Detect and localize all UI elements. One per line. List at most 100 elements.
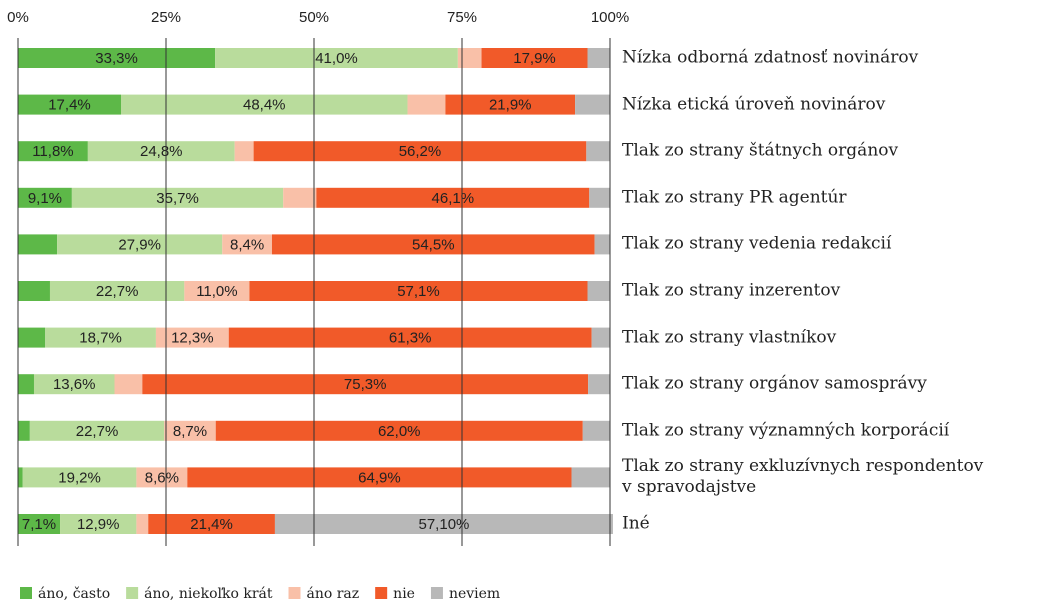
value-label: 57,10% (419, 516, 470, 533)
value-label: 27,9% (118, 236, 161, 253)
value-label: 12,3% (171, 330, 214, 347)
legend-label: áno, niekoľko krát (144, 586, 273, 602)
bar-segment (445, 94, 576, 115)
bar-segment (136, 514, 149, 534)
bar-segment (316, 187, 590, 208)
bar-segment (18, 94, 122, 115)
bar-segment (57, 234, 223, 255)
value-label: 22,7% (96, 283, 139, 300)
bar-segment (249, 281, 588, 301)
bar-segment (591, 327, 610, 348)
value-label: 8,7% (173, 423, 207, 440)
x-tick-label: 75% (447, 9, 477, 26)
x-tick-label: 25% (151, 9, 181, 26)
bar-segment (18, 234, 58, 255)
bar-segment (18, 420, 30, 441)
legend-swatch (288, 587, 301, 599)
bar-segment (18, 187, 72, 208)
legend-label: áno, často (38, 586, 110, 602)
bar-segment (588, 374, 610, 395)
bar-segment (222, 234, 272, 255)
bar-segment (114, 374, 143, 395)
category-label: Tlak zo strany exkluzívnych respondentov… (622, 456, 984, 498)
bar-segment (187, 467, 572, 488)
bar-segment (49, 281, 185, 301)
bar-segment (121, 94, 408, 115)
category-label: Tlak zo strany PR agentúr (622, 187, 847, 208)
bar-segment (18, 141, 88, 162)
value-label: 13,6% (53, 376, 96, 393)
value-label: 41,0% (315, 50, 358, 67)
bar-segment (587, 48, 610, 68)
bar-segment (18, 467, 23, 488)
category-label: Nízka odborná zdatnosť novinárov (622, 47, 919, 68)
value-label: 56,2% (399, 143, 442, 160)
bar-segment (148, 514, 275, 534)
value-label: 8,6% (145, 469, 179, 486)
bar-segment (60, 514, 137, 534)
bar-segment (575, 94, 610, 115)
value-label: 57,1% (397, 283, 440, 300)
value-label: 61,3% (389, 330, 432, 347)
bar-segment (142, 374, 589, 395)
bar-segment (407, 94, 446, 115)
value-label: 33,3% (95, 50, 138, 67)
bar-segment (18, 514, 61, 534)
value-label: 62,0% (378, 423, 421, 440)
bar-segment (215, 420, 583, 441)
value-label: 17,9% (513, 50, 556, 67)
x-tick-label: 100% (591, 9, 629, 26)
legend-label: áno raz (307, 586, 360, 602)
x-tick-label: 0% (7, 9, 29, 26)
bar-segment (253, 141, 587, 162)
value-label: 46,1% (432, 190, 475, 207)
bar-segment (589, 187, 610, 208)
category-label: Tlak zo strany inzerentov (622, 280, 841, 301)
bar-segment (45, 327, 156, 348)
legend-label: nie (393, 586, 415, 602)
bar-segment (271, 234, 595, 255)
bar-segment (457, 48, 482, 68)
value-label: 19,2% (58, 469, 101, 486)
value-label: 24,8% (140, 143, 183, 160)
bar-segment (274, 514, 613, 534)
value-label: 64,9% (358, 469, 401, 486)
bar-segment (228, 327, 592, 348)
bar-segment (582, 420, 610, 441)
bar-segment (587, 281, 610, 301)
category-label: Tlak zo strany vedenia redakcií (622, 233, 892, 254)
x-tick-label: 50% (299, 9, 329, 26)
value-label: 22,7% (76, 423, 119, 440)
value-label: 75,3% (344, 376, 387, 393)
legend-swatch (430, 587, 443, 599)
category-label: Tlak zo strany orgánov samosprávy (622, 373, 927, 394)
bar-segment (164, 420, 216, 441)
value-label: 54,5% (412, 236, 455, 253)
bar-segment (71, 187, 284, 208)
value-label: 9,1% (28, 190, 62, 207)
value-label: 11,8% (32, 143, 73, 160)
value-label: 21,4% (190, 516, 233, 533)
value-label: 8,4% (230, 236, 264, 253)
category-label: Tlak zo strany významných korporácií (622, 420, 950, 441)
category-label: Nízka etická úroveň novinárov (622, 94, 886, 115)
bar-segment (136, 467, 188, 488)
bar-segment (29, 420, 165, 441)
bar-segment (18, 327, 46, 348)
value-label: 18,7% (79, 330, 122, 347)
bar-segment (184, 281, 250, 301)
bar-segment (87, 141, 235, 162)
bar-segment (571, 467, 610, 488)
bar-segment (234, 141, 254, 162)
bar-segment (22, 467, 137, 488)
value-label: 7,1% (22, 516, 56, 533)
bar-segment (155, 327, 229, 348)
legend-swatch (20, 587, 32, 599)
bar-segment (283, 187, 317, 208)
value-label: 35,7% (156, 190, 199, 207)
value-label: 11,0% (196, 283, 237, 300)
value-label: 17,4% (48, 97, 91, 114)
bar-segment (586, 141, 610, 162)
